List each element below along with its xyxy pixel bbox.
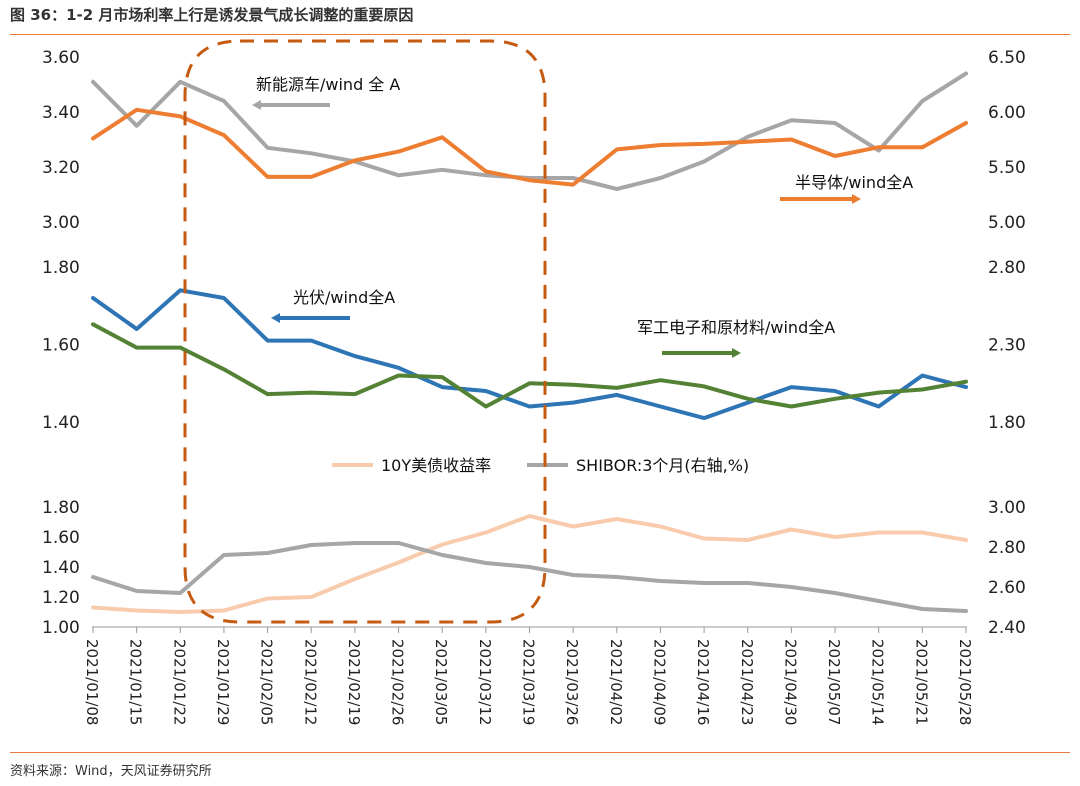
right-tick-label: 2.60 [988, 578, 1026, 598]
right-tick-label: 5.00 [988, 213, 1026, 233]
x-tick-label: 2021/05/07 [825, 639, 843, 725]
x-tick-label: 2021/01/08 [83, 639, 101, 725]
legend-label-ust: 10Y美债收益率 [381, 456, 491, 475]
right-tick-label: 2.30 [988, 336, 1026, 356]
series-line-2-1 [91, 541, 968, 613]
title-rule [10, 34, 1070, 35]
source-note: 资料来源：Wind，天风证券研究所 [10, 764, 212, 779]
x-tick-label: 2021/01/22 [170, 639, 188, 725]
x-tick-label: 2021/02/05 [258, 639, 276, 725]
annotation-pv-label: 光伏/wind全A [293, 288, 395, 307]
chart-annotations [183, 39, 861, 624]
left-tick-label: 1.40 [42, 558, 80, 578]
annotation-nev-label: 新能源车/wind 全 A [256, 75, 400, 94]
x-tick-label: 2021/03/12 [476, 639, 494, 725]
figure-title: 图 36：1-2 月市场利率上行是诱发景气成长调整的重要原因 [10, 6, 414, 24]
series-line-0-1 [91, 107, 968, 187]
left-tick-label: 3.40 [42, 103, 80, 123]
x-tick-label: 2021/05/28 [956, 639, 974, 725]
left-tick-label: 3.00 [42, 213, 80, 233]
x-tick-label: 2021/04/16 [694, 639, 712, 725]
right-tick-label: 6.00 [988, 103, 1026, 123]
annotation-nev-arrow-head [252, 100, 261, 110]
left-tick-label: 1.60 [42, 528, 80, 548]
x-tick-label: 2021/02/12 [301, 639, 319, 725]
source-rule [10, 752, 1070, 753]
x-tick-label: 2021/01/29 [214, 639, 232, 725]
x-tick-label: 2021/03/19 [520, 639, 538, 725]
x-tick-label: 2021/04/23 [738, 639, 756, 725]
series-line-2-0 [91, 514, 968, 614]
x-tick-label: 2021/05/14 [869, 639, 887, 725]
right-tick-label: 2.40 [988, 618, 1026, 638]
x-tick-label: 2021/01/15 [127, 639, 145, 725]
x-tick-label: 2021/04/09 [651, 639, 669, 725]
right-tick-label: 3.00 [988, 498, 1026, 518]
series-line-1-1 [91, 322, 968, 409]
legend-label-shibor: SHIBOR:3个月(右轴,%) [576, 456, 749, 475]
right-tick-label: 5.50 [988, 158, 1026, 178]
annotation-military-arrow-head [732, 348, 741, 358]
right-tick-label: 1.80 [988, 413, 1026, 433]
left-tick-label: 1.80 [42, 258, 80, 278]
x-tick-label: 2021/03/05 [432, 639, 450, 725]
x-tick-label: 2021/05/21 [912, 639, 930, 725]
x-tick-label: 2021/02/26 [389, 639, 407, 725]
right-tick-label: 2.80 [988, 258, 1026, 278]
left-tick-label: 1.20 [42, 588, 80, 608]
left-tick-label: 3.20 [42, 158, 80, 178]
chart-labels: 3.00 3.20 3.40 3.60 5.00 5.50 6.00 6.50 1.40 1.60… [42, 48, 1026, 725]
left-tick-label: 1.80 [42, 498, 80, 518]
left-tick-label: 3.60 [42, 48, 80, 68]
x-tick-label: 2021/03/26 [563, 639, 581, 725]
annotation-semi-label: 半导体/wind全A [795, 173, 913, 192]
series-line-1-0 [91, 288, 968, 421]
annotation-pv-arrow-head [271, 313, 280, 323]
annotation-military-label: 军工电子和原材料/wind全A [637, 318, 835, 337]
x-tick-label: 2021/02/19 [345, 639, 363, 725]
left-tick-label: 1.00 [42, 618, 80, 638]
highlight-dashed-box [183, 39, 547, 624]
x-tick-label: 2021/04/02 [607, 639, 625, 725]
left-tick-label: 1.40 [42, 413, 80, 433]
left-tick-label: 1.60 [42, 336, 80, 356]
annotation-semi-arrow-head [852, 194, 861, 204]
right-tick-label: 6.50 [988, 48, 1026, 68]
series-line-0-0 [91, 71, 968, 191]
chart-axes [92, 626, 967, 633]
x-tick-label: 2021/04/30 [781, 639, 799, 725]
right-tick-label: 2.80 [988, 538, 1026, 558]
chart-series [91, 71, 968, 614]
